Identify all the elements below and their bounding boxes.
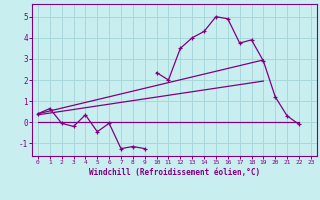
X-axis label: Windchill (Refroidissement éolien,°C): Windchill (Refroidissement éolien,°C) [89,168,260,177]
